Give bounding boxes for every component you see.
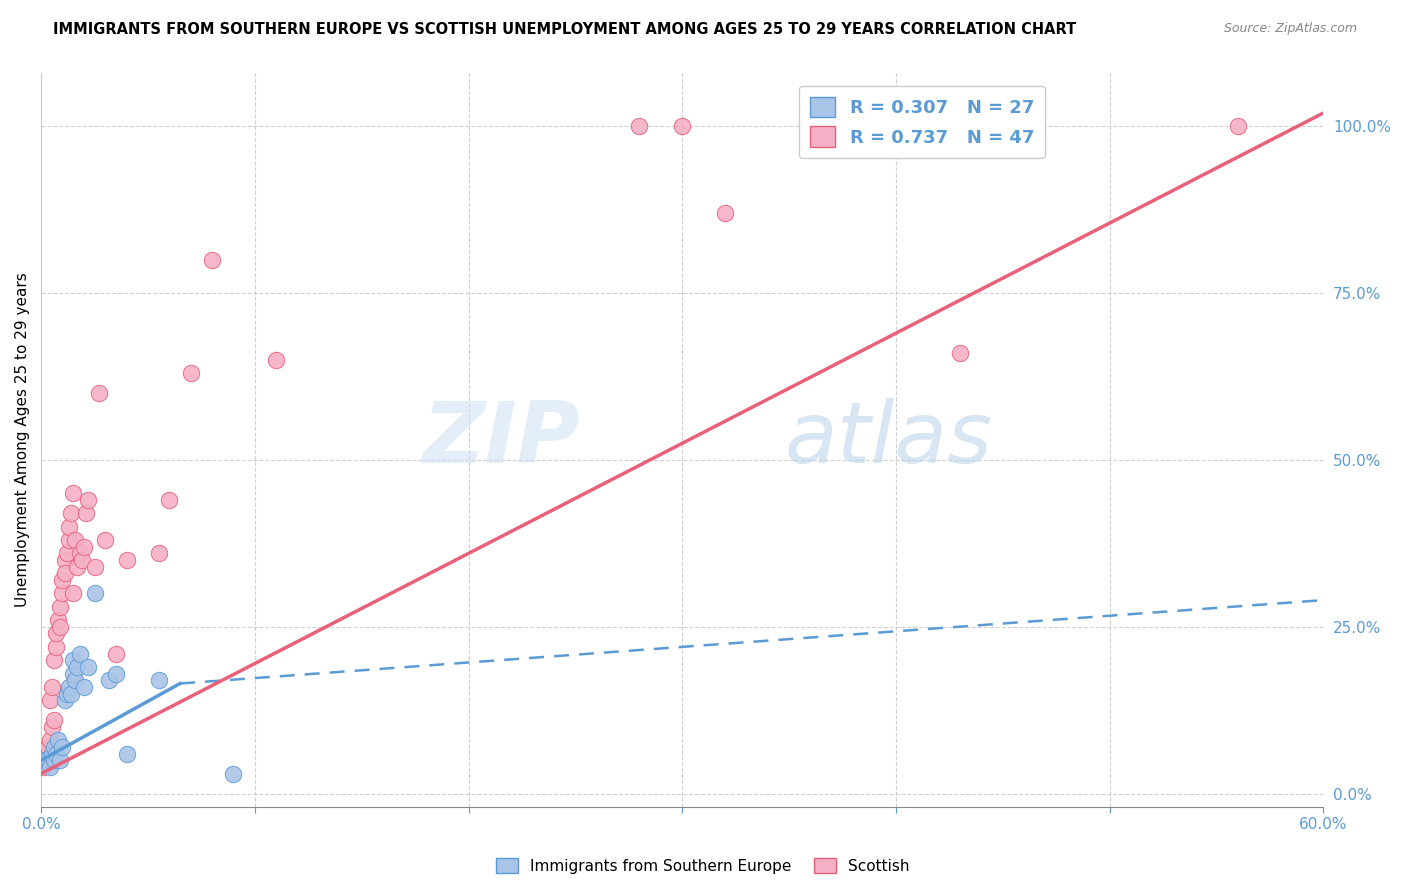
Point [53, 553, 76, 567]
Point [45, 640, 67, 654]
Legend: Immigrants from Southern Europe, Scottish: Immigrants from Southern Europe, Scottis… [491, 852, 915, 880]
Point [94, 533, 117, 547]
Point [51, 573, 73, 587]
Point [104, 647, 127, 661]
Point [73, 540, 96, 554]
Point [65, 533, 87, 547]
Point [115, 553, 138, 567]
Text: IMMIGRANTS FROM SOUTHERN EUROPE VS SCOTTISH UNEMPLOYMENT AMONG AGES 25 TO 29 YEA: IMMIGRANTS FROM SOUTHERN EUROPE VS SCOTT… [53, 22, 1077, 37]
Point [83, 559, 105, 574]
Point [1226, 120, 1249, 134]
Point [62, 666, 84, 681]
Point [55, 687, 77, 701]
Point [222, 766, 245, 780]
Point [53, 566, 76, 581]
Point [46, 733, 69, 747]
Point [38, 760, 60, 774]
Point [49, 620, 72, 634]
Point [34, 753, 56, 767]
Point [75, 507, 97, 521]
Point [58, 680, 80, 694]
Point [37, 739, 59, 754]
Point [45, 747, 67, 761]
Point [77, 660, 100, 674]
Point [62, 653, 84, 667]
Point [62, 586, 84, 600]
Point [38, 733, 60, 747]
Point [70, 553, 93, 567]
Point [41, 720, 63, 734]
Point [148, 673, 170, 688]
Point [66, 559, 89, 574]
Text: Source: ZipAtlas.com: Source: ZipAtlas.com [1223, 22, 1357, 36]
Point [45, 626, 67, 640]
Point [65, 673, 87, 688]
Point [60, 687, 83, 701]
Point [58, 520, 80, 534]
Point [53, 693, 76, 707]
Point [87, 386, 110, 401]
Point [51, 739, 73, 754]
Point [49, 753, 72, 767]
Point [32, 760, 55, 774]
Point [148, 546, 170, 560]
Point [83, 586, 105, 600]
Point [34, 753, 56, 767]
Point [62, 486, 84, 500]
Legend: R = 0.307   N = 27, R = 0.737   N = 47: R = 0.307 N = 27, R = 0.737 N = 47 [799, 86, 1045, 158]
Point [41, 747, 63, 761]
Point [264, 352, 287, 367]
Y-axis label: Unemployment Among Ages 25 to 29 years: Unemployment Among Ages 25 to 29 years [15, 273, 30, 607]
Point [714, 206, 737, 220]
Point [42, 653, 65, 667]
Point [37, 747, 59, 761]
Point [42, 713, 65, 727]
Point [51, 586, 73, 600]
Point [55, 546, 77, 560]
Text: ZIP: ZIP [422, 399, 579, 482]
Point [69, 546, 91, 560]
Point [73, 680, 96, 694]
Point [42, 753, 65, 767]
Point [949, 346, 972, 360]
Point [41, 680, 63, 694]
Point [49, 599, 72, 614]
Point [671, 120, 693, 134]
Point [66, 660, 89, 674]
Point [69, 647, 91, 661]
Point [98, 673, 121, 688]
Point [157, 493, 180, 508]
Point [104, 666, 127, 681]
Point [42, 739, 65, 754]
Point [628, 120, 651, 134]
Point [46, 613, 69, 627]
Point [115, 747, 138, 761]
Point [38, 693, 60, 707]
Point [37, 753, 59, 767]
Text: atlas: atlas [785, 399, 993, 482]
Point [180, 366, 202, 380]
Point [201, 252, 224, 267]
Point [60, 507, 83, 521]
Point [58, 533, 80, 547]
Point [77, 493, 100, 508]
